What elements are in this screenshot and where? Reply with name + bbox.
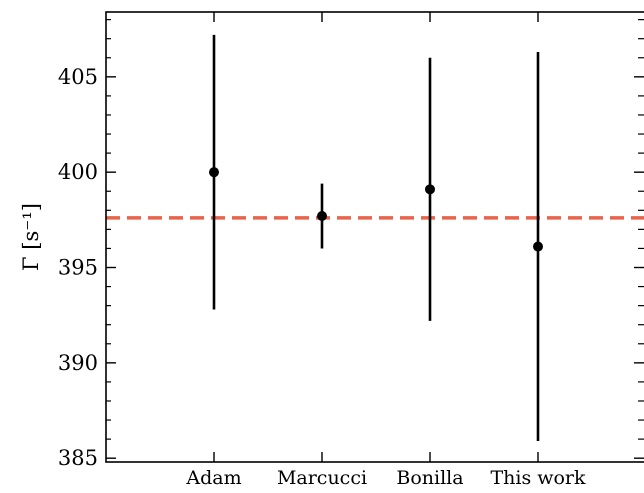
y-tick-labels: 385 390 395 400 405 — [58, 65, 98, 470]
y-tick-label: 390 — [58, 351, 98, 375]
y-tick-label: 400 — [58, 160, 98, 184]
major-ticks — [106, 12, 644, 462]
error-bars — [212, 34, 540, 442]
y-tick-label: 405 — [58, 65, 98, 89]
x-tick-label: Adam — [185, 467, 241, 489]
data-point — [209, 167, 219, 178]
y-axis-label: Γ [s⁻¹] — [19, 203, 43, 271]
x-tick-labels: Adam Marcucci Bonilla This work — [185, 467, 586, 489]
data-point — [425, 184, 435, 195]
x-tick-label: This work — [490, 467, 586, 489]
y-tick-label: 395 — [58, 256, 98, 280]
plot-frame — [105, 11, 644, 463]
x-tick-label: Marcucci — [277, 467, 367, 489]
y-tick-label: 385 — [58, 446, 98, 470]
data-points — [209, 167, 543, 252]
data-point — [533, 241, 543, 252]
data-point — [317, 211, 327, 222]
minor-ticks — [106, 19, 644, 440]
x-tick-label: Bonilla — [396, 467, 463, 489]
